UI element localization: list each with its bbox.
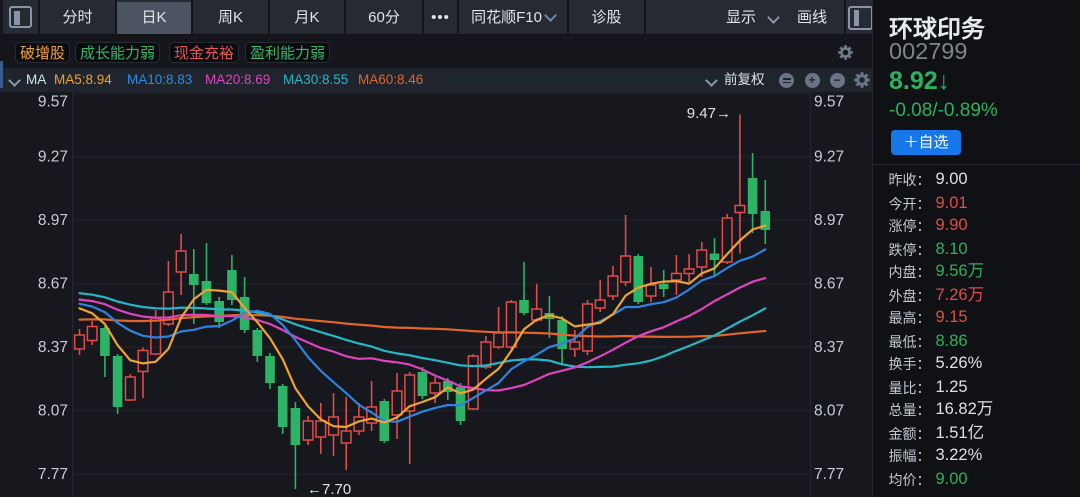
- svg-text:9.27: 9.27: [814, 148, 844, 165]
- svg-text:8.07: 8.07: [814, 402, 844, 419]
- svg-text:8.67: 8.67: [38, 275, 68, 292]
- svg-text:7.77: 7.77: [38, 466, 68, 483]
- svg-text:8.67: 8.67: [814, 275, 844, 292]
- svg-text:7.77: 7.77: [814, 466, 844, 483]
- svg-text:9.57: 9.57: [38, 93, 68, 110]
- svg-text:8.07: 8.07: [38, 402, 68, 419]
- svg-text:9.47→: 9.47→: [687, 105, 731, 122]
- svg-text:8.97: 8.97: [38, 212, 68, 229]
- svg-text:9.57: 9.57: [814, 93, 844, 110]
- svg-text:←7.70: ←7.70: [307, 481, 351, 497]
- svg-text:8.37: 8.37: [814, 339, 844, 356]
- svg-text:8.97: 8.97: [814, 212, 844, 229]
- svg-text:9.27: 9.27: [38, 148, 68, 165]
- svg-text:8.37: 8.37: [38, 339, 68, 356]
